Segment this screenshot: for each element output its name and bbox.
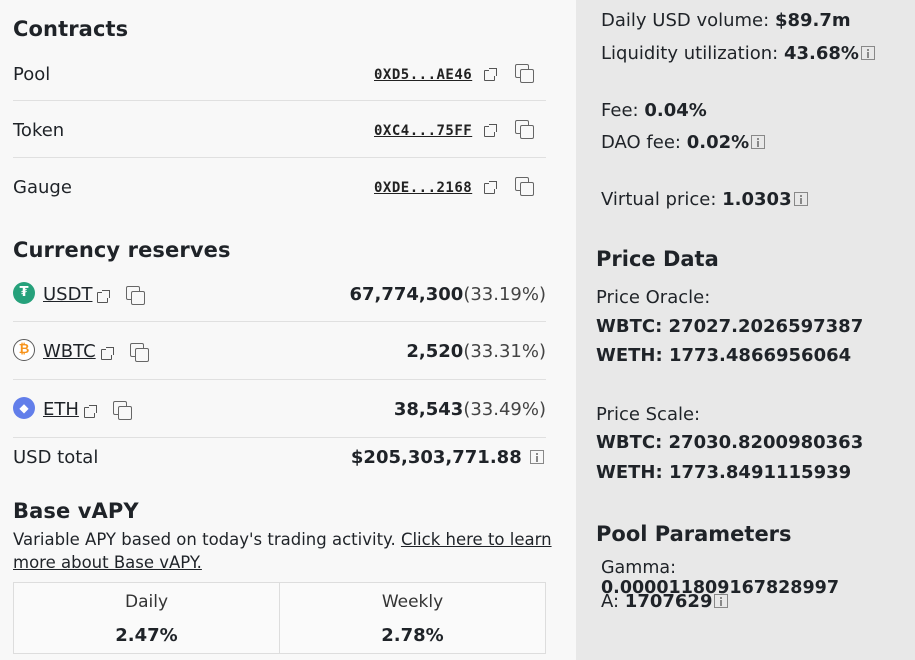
dao-fee-stat: DAO fee: 0.02% [601, 132, 766, 153]
daily-volume-stat: Daily USD volume: $89.7m [601, 10, 851, 31]
base-vapy-title: Base vAPY [13, 499, 139, 523]
wbtc-icon: ₿ [13, 339, 35, 361]
a-value: 1707629 [624, 591, 713, 612]
a-stat: A: 1707629 [601, 591, 729, 612]
external-link-icon[interactable] [484, 68, 497, 81]
price-oracle-wbtc: WBTC: 27027.2026597387 [596, 316, 864, 337]
price-oracle-weth: WETH: 1773.4866956064 [596, 345, 852, 366]
dao-fee-label: DAO fee: [601, 132, 681, 153]
info-icon[interactable] [714, 594, 729, 608]
contract-address-link[interactable]: 0XC4...75FF [374, 123, 473, 139]
daily-column: Daily 2.47% [14, 583, 279, 653]
copy-icon[interactable] [515, 177, 534, 196]
copy-icon[interactable] [515, 64, 534, 83]
fee-value: 0.04% [644, 100, 707, 121]
info-icon[interactable] [530, 450, 544, 464]
reserves-title: Currency reserves [13, 238, 231, 262]
external-link-icon[interactable] [84, 405, 97, 418]
base-vapy-description: Variable APY based on today's trading ac… [13, 528, 553, 574]
amount-value: 38,543 [393, 399, 464, 420]
external-link-icon[interactable] [97, 290, 110, 303]
gamma-stat: Gamma: 0.000011809167828997 [601, 558, 915, 598]
liquidity-stat: Liquidity utilization: 43.68% [601, 43, 875, 64]
contract-address-link[interactable]: 0XDE...2168 [374, 180, 473, 196]
reserve-amount: 67,774,300(33.19%) [349, 284, 546, 305]
info-icon[interactable] [793, 192, 808, 206]
daily-volume-value: $89.7m [774, 10, 851, 31]
coin-link[interactable]: WBTC [43, 341, 96, 362]
a-label: A: [601, 591, 620, 612]
copy-icon[interactable] [113, 401, 132, 420]
price-scale-weth: WETH: 1773.8491115939 [596, 462, 852, 483]
tether-icon: ₮ [13, 282, 35, 304]
amount-percent: (33.31%) [463, 341, 546, 362]
daily-volume-label: Daily USD volume: [601, 10, 770, 31]
virtual-price-label: Virtual price: [601, 189, 717, 210]
right-panel: Daily USD volume: $89.7m Liquidity utili… [576, 0, 915, 660]
contract-label: Gauge [13, 177, 72, 198]
contracts-title: Contracts [13, 17, 129, 41]
daily-header: Daily [124, 592, 168, 612]
contract-label: Token [13, 120, 65, 141]
price-data-title: Price Data [596, 247, 719, 271]
weekly-column: Weekly 2.78% [279, 583, 545, 653]
copy-icon[interactable] [126, 286, 145, 305]
liquidity-value: 43.68% [783, 43, 859, 64]
copy-icon[interactable] [515, 120, 534, 139]
virtual-price-value: 1.0303 [722, 189, 792, 210]
reserve-amount: 2,520(33.31%) [406, 341, 546, 362]
external-link-icon[interactable] [484, 124, 497, 137]
coin-link[interactable]: USDT [43, 284, 93, 305]
price-scale-label: Price Scale: [596, 404, 701, 425]
usd-total-row: USD total $205,303,771.88 [13, 438, 546, 484]
gamma-label: Gamma: [601, 558, 676, 578]
external-link-icon[interactable] [484, 181, 497, 194]
base-vapy-text: Variable APY based on today's trading ac… [13, 530, 396, 549]
info-icon[interactable] [860, 46, 875, 60]
reserve-amount: 38,543(33.49%) [394, 399, 546, 420]
copy-icon[interactable] [130, 343, 149, 362]
liquidity-label: Liquidity utilization: [601, 43, 779, 64]
daily-value: 2.47% [115, 625, 178, 646]
virtual-price-stat: Virtual price: 1.0303 [601, 189, 808, 210]
reserve-row-wbtc: ₿ WBTC 2,520(33.31%) [13, 322, 546, 380]
base-vapy-learn-more-link[interactable]: Click here to learn more about Base vAPY… [13, 530, 552, 572]
amount-value: 67,774,300 [349, 284, 464, 305]
gamma-value: 0.000011809167828997 [601, 578, 840, 598]
usd-total-amount: $205,303,771.88 [350, 447, 522, 468]
base-vapy-table: Daily 2.47% Weekly 2.78% [13, 582, 546, 654]
contract-row-token: Token 0XC4...75FF [13, 101, 546, 158]
weekly-header: Weekly [381, 592, 444, 612]
amount-percent: (33.19%) [463, 284, 546, 305]
contract-row-pool: Pool 0XD5...AE46 [13, 58, 546, 101]
fee-stat: Fee: 0.04% [601, 100, 707, 121]
weekly-value: 2.78% [381, 625, 444, 646]
info-icon[interactable] [751, 135, 766, 149]
contract-label: Pool [13, 64, 51, 85]
usd-total-value: $205,303,771.88 [351, 447, 544, 468]
reserve-row-eth: ◆ ETH 38,543(33.49%) [13, 380, 546, 438]
dao-fee-value: 0.02% [686, 132, 750, 153]
pool-parameters-title: Pool Parameters [596, 522, 792, 546]
eth-icon: ◆ [13, 397, 35, 419]
price-scale-wbtc: WBTC: 27030.8200980363 [596, 432, 864, 453]
price-oracle-label: Price Oracle: [596, 287, 711, 308]
usd-total-label: USD total [13, 447, 99, 468]
left-panel: Contracts Pool 0XD5...AE46 Token 0XC4...… [13, 17, 553, 654]
contract-address-link[interactable]: 0XD5...AE46 [374, 67, 473, 83]
coin-link[interactable]: ETH [43, 399, 79, 420]
external-link-icon[interactable] [101, 347, 114, 360]
reserve-row-usdt: ₮ USDT 67,774,300(33.19%) [13, 272, 546, 322]
amount-value: 2,520 [406, 341, 464, 362]
contract-row-gauge: Gauge 0XDE...2168 [13, 158, 546, 216]
fee-label: Fee: [601, 100, 639, 121]
amount-percent: (33.49%) [463, 399, 546, 420]
